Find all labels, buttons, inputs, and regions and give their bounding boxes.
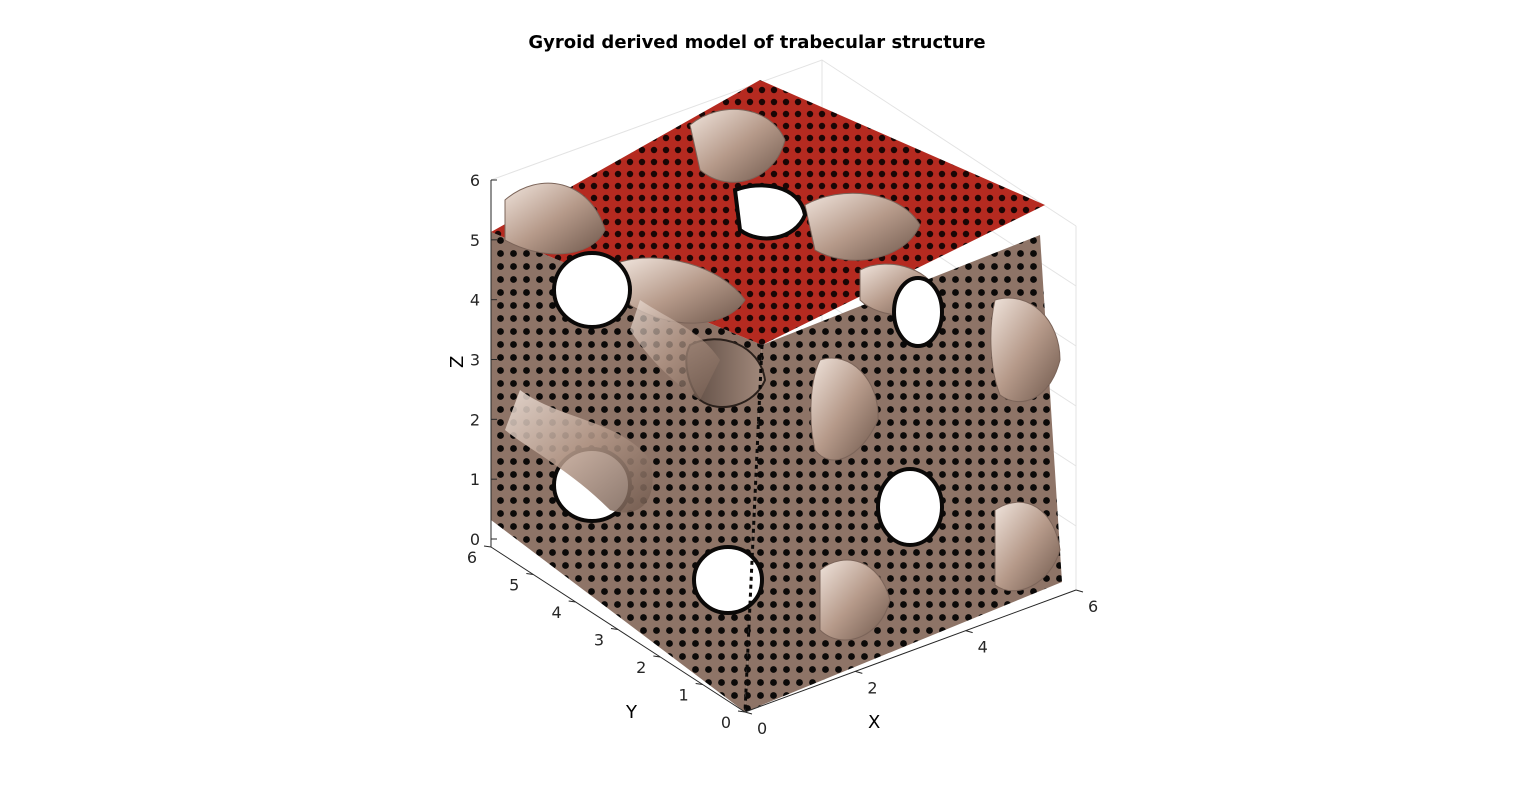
- x-tick-label: 2: [867, 678, 877, 697]
- gyroid-surface: [491, 80, 1062, 713]
- x-tick-label: 0: [757, 719, 767, 738]
- x-tick-mark: [744, 711, 753, 715]
- y-tick-label: 6: [467, 548, 477, 567]
- left-face-holes: [505, 251, 767, 615]
- z-tick-label: 3: [470, 351, 480, 370]
- y-tick-mark: [653, 655, 661, 658]
- x-tick-mark: [855, 670, 863, 674]
- y-tick-mark: [737, 710, 746, 713]
- z-tick-label: 2: [470, 410, 480, 429]
- x-tick-mark: [965, 630, 973, 634]
- chart-title: Gyroid derived model of trabecular struc…: [528, 32, 986, 53]
- y-tick-label: 1: [678, 686, 688, 705]
- x-axis-label: X: [868, 712, 880, 733]
- z-tick-label: 1: [470, 470, 480, 489]
- x-tick-label: 4: [978, 638, 988, 657]
- z-tick-label: 6: [470, 171, 480, 190]
- y-tick-mark: [610, 628, 619, 630]
- z-axis-label: Z: [447, 356, 468, 368]
- y-tick-mark: [568, 600, 576, 603]
- z-tick-label: 4: [470, 291, 480, 310]
- z-tick-label: 5: [470, 231, 480, 250]
- y-tick-label: 0: [721, 713, 731, 732]
- y-tick-label: 3: [594, 631, 604, 650]
- y-tick-mark: [526, 573, 534, 575]
- y-tick-mark: [695, 683, 703, 685]
- x-tick-mark: [1075, 589, 1084, 593]
- y-tick-mark: [483, 545, 492, 548]
- y-tick-label: 4: [551, 603, 561, 622]
- right-face-holes: [732, 183, 1061, 641]
- y-tick-label: 2: [636, 658, 646, 677]
- y-axis-label: Y: [625, 702, 638, 723]
- x-tick-label: 6: [1088, 597, 1098, 616]
- z-tick-label: 0: [470, 530, 480, 549]
- y-tick-label: 5: [509, 576, 519, 595]
